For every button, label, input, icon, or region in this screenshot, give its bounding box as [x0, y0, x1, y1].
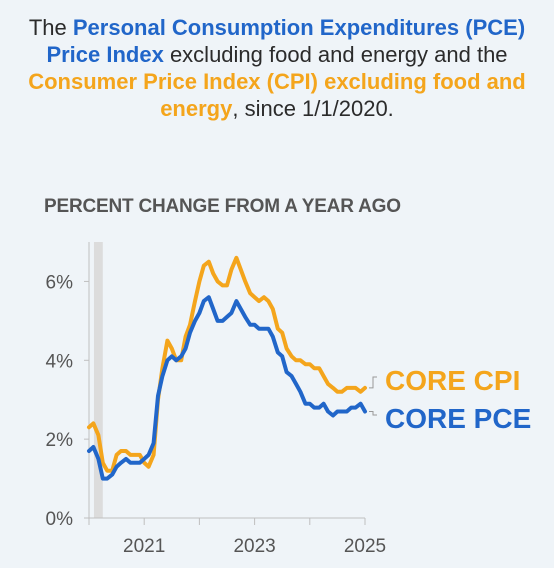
recession-band	[93, 242, 103, 518]
series-label-core-pce: CORE PCE	[385, 403, 531, 434]
title-middle: excluding food and energy and the	[163, 42, 508, 67]
title-cpi-name: Consumer Price Index (CPI) excluding foo…	[28, 69, 526, 121]
y-tick-label: 2%	[46, 430, 74, 451]
x-tick-label: 2025	[344, 536, 386, 557]
x-tick-label: 2021	[123, 536, 165, 557]
title-pce-name: Personal Consumption Expenditures (PCE) …	[46, 15, 526, 67]
chart-subtitle: PERCENT CHANGE FROM A YEAR AGO	[44, 196, 401, 217]
series-label-core-cpi: CORE CPI	[385, 365, 520, 396]
series-line-core-cpi	[87, 255, 367, 473]
label-connector	[369, 411, 377, 416]
x-tick-label: 2023	[233, 536, 275, 557]
y-tick-label: 6%	[46, 272, 74, 293]
series-line-core-pce	[87, 295, 367, 481]
title-end: , since 1/1/2020.	[232, 96, 394, 121]
y-tick-label: 0%	[46, 509, 74, 530]
title-intro: The	[28, 15, 73, 40]
y-tick-label: 4%	[46, 351, 74, 372]
label-connector	[369, 376, 377, 389]
chart-title: The Personal Consumption Expenditures (P…	[20, 14, 534, 122]
